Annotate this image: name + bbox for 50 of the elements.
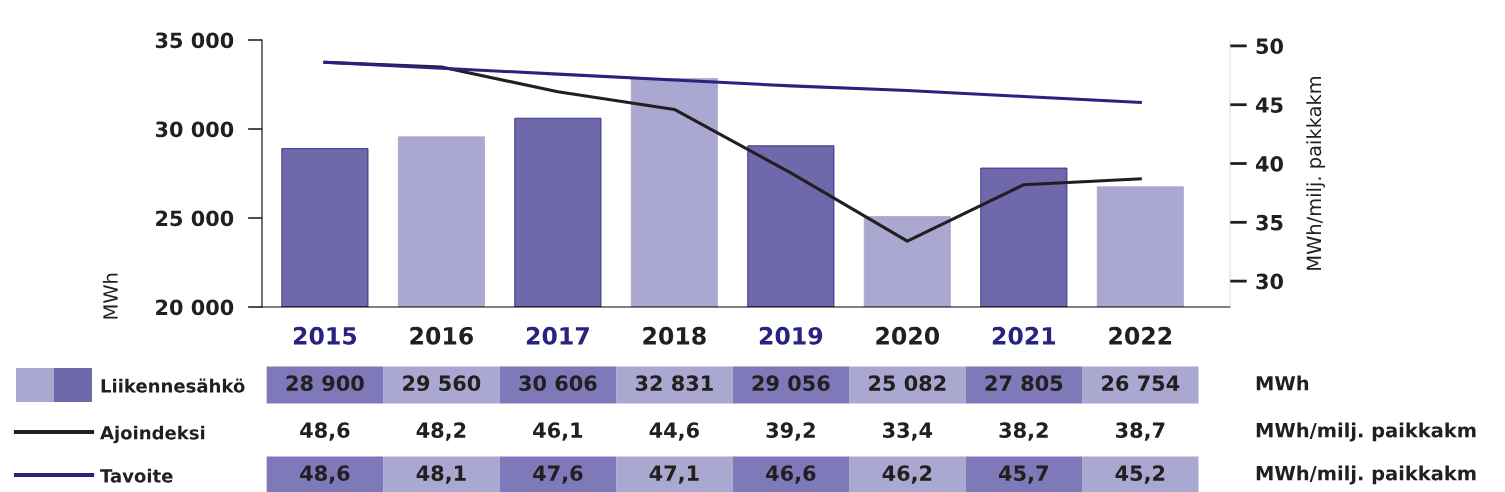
y2-tick-label: 50 (1256, 38, 1283, 55)
data-label: 46,6 (766, 465, 816, 484)
y-axis-title: MWh (102, 273, 118, 319)
data-label: 48,2 (416, 422, 466, 441)
data-label: 47,1 (649, 465, 699, 484)
data-label: 48,6 (300, 465, 350, 484)
legend-label: Ajoindeksi (100, 425, 205, 444)
data-label: 45,2 (1115, 465, 1165, 484)
data-label: 48,1 (416, 465, 466, 484)
y-tick-label: 20 000 (156, 299, 234, 316)
legend-label: Liikennesähkö (101, 378, 245, 393)
x-tick-label: 2022 (1109, 326, 1172, 345)
x-tick-label: 2016 (410, 326, 473, 345)
data-label: 38,2 (999, 422, 1048, 441)
x-tick-label: 2021 (992, 326, 1056, 345)
text: MWh/milj. paikkakm (1256, 422, 1476, 442)
y2-axis-title: MWh/milj. paikkakm (1306, 76, 1326, 270)
data-label: 25 082 (869, 375, 946, 392)
x-tick-label: 2019 (759, 326, 823, 345)
x-tick-label: 2018 (643, 326, 706, 345)
x-tick-label: 2020 (876, 326, 940, 345)
data-label: 32 831 (635, 375, 713, 392)
data-label: 46,1 (533, 422, 583, 441)
data-label: 27 805 (985, 375, 1063, 392)
data-label: 29 560 (403, 375, 481, 392)
data-label: 28 900 (286, 375, 364, 392)
y2-tick-label: 40 (1255, 155, 1283, 172)
y2-tick-label: 35 (1256, 214, 1283, 231)
data-label: 47,6 (533, 465, 583, 484)
data-label: 38,7 (1116, 422, 1165, 441)
legend-label: Tavoite (100, 468, 173, 483)
y2-tick-label: 45 (1255, 97, 1283, 113)
data-label: 45,7 (999, 465, 1048, 484)
text: MWh/milj. paikkakm (1256, 465, 1476, 485)
data-label: 44,6 (649, 422, 699, 441)
y2-tick-label: 30 (1256, 273, 1283, 290)
data-label: 33,4 (883, 422, 933, 441)
data-label: 30 606 (519, 375, 597, 392)
y-tick-label: 25 000 (156, 210, 234, 227)
line-series (323, 60, 1142, 104)
y-tick-label: 30 000 (155, 121, 234, 138)
x-tick-label: 2017 (526, 326, 589, 345)
data-label: 48,6 (300, 422, 350, 441)
data-label: 46,2 (882, 465, 932, 484)
x-tick-label: 2015 (293, 326, 357, 345)
data-label: 26 754 (1102, 375, 1180, 392)
data-label: 39,2 (766, 422, 815, 441)
y-tick-label: 35 000 (155, 32, 234, 49)
text: MWh (1256, 375, 1309, 391)
data-label: 29 056 (752, 375, 830, 392)
